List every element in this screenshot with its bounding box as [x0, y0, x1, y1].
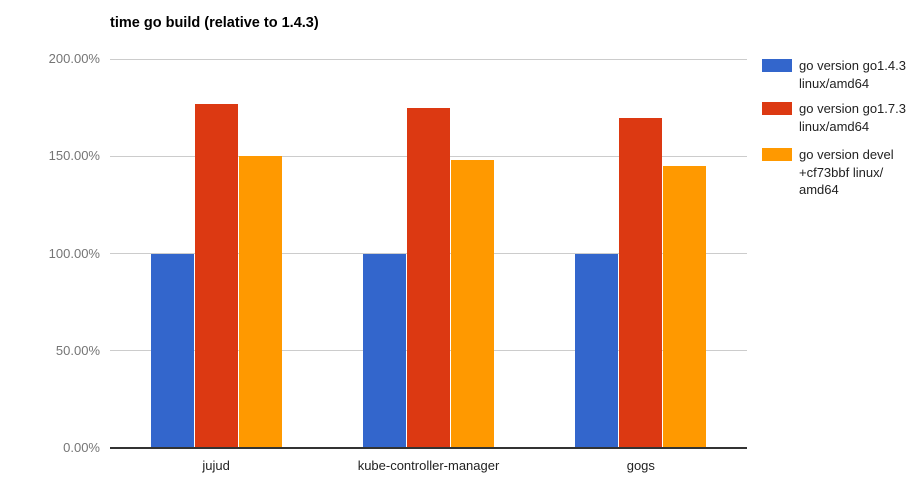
legend-label-line: go version go1.7.3 — [799, 101, 906, 116]
x-axis-baseline — [110, 447, 747, 449]
legend-swatch-icon — [762, 102, 792, 115]
legend-item-label: go version go1.4.3 linux/amd64 — [799, 57, 906, 92]
legend-label-line: go version go1.4.3 — [799, 58, 906, 73]
bar-jujud-series3 — [238, 156, 282, 448]
legend-label-line: go version devel — [799, 147, 894, 162]
bar-gogs-series1 — [575, 253, 619, 448]
x-axis-category-label: jujud — [202, 458, 230, 473]
bar-gogs-series3 — [663, 165, 707, 448]
bar-kube-controller-manager-series2 — [407, 107, 450, 448]
bar-gogs-series2 — [619, 118, 663, 448]
y-axis-tick-label: 100.00% — [48, 245, 100, 261]
legend-item: go version go1.7.3 linux/amd64 — [762, 100, 906, 135]
legend-label-line: linux/amd64 — [799, 118, 870, 134]
chart-title: time go build (relative to 1.4.3) — [110, 15, 319, 31]
y-axis-tick-label: 50.00% — [55, 342, 100, 358]
legend-label-line: +cf73bbf linux/ — [799, 164, 884, 180]
y-axis-tick-label: 0.00% — [63, 440, 100, 455]
y-axis-tick-label: 200.00% — [48, 51, 100, 66]
legend-item: go version go1.4.3 linux/amd64 — [762, 57, 906, 92]
bar-jujud-series2 — [194, 103, 238, 448]
bar-kube-controller-manager-series3 — [451, 160, 494, 448]
legend-item-label: go version devel +cf73bbf linux/amd64 — [799, 146, 894, 199]
bar-kube-controller-manager-series1 — [363, 253, 406, 448]
legend-label-line: linux/amd64 — [799, 75, 870, 91]
legend-swatch-icon — [762, 148, 792, 161]
legend-item: go version devel +cf73bbf linux/amd64 — [762, 146, 894, 199]
bar-jujud-series1 — [150, 253, 194, 448]
gridline — [110, 58, 747, 60]
legend-label-line: amd64 — [799, 182, 839, 197]
y-axis-tick-label: 150.00% — [48, 148, 100, 164]
x-axis-category-label: gogs — [626, 458, 655, 473]
legend-item-label: go version go1.7.3 linux/amd64 — [799, 100, 906, 135]
x-axis-category-label: kube-controller-manager — [357, 458, 500, 473]
legend-swatch-icon — [762, 59, 792, 72]
